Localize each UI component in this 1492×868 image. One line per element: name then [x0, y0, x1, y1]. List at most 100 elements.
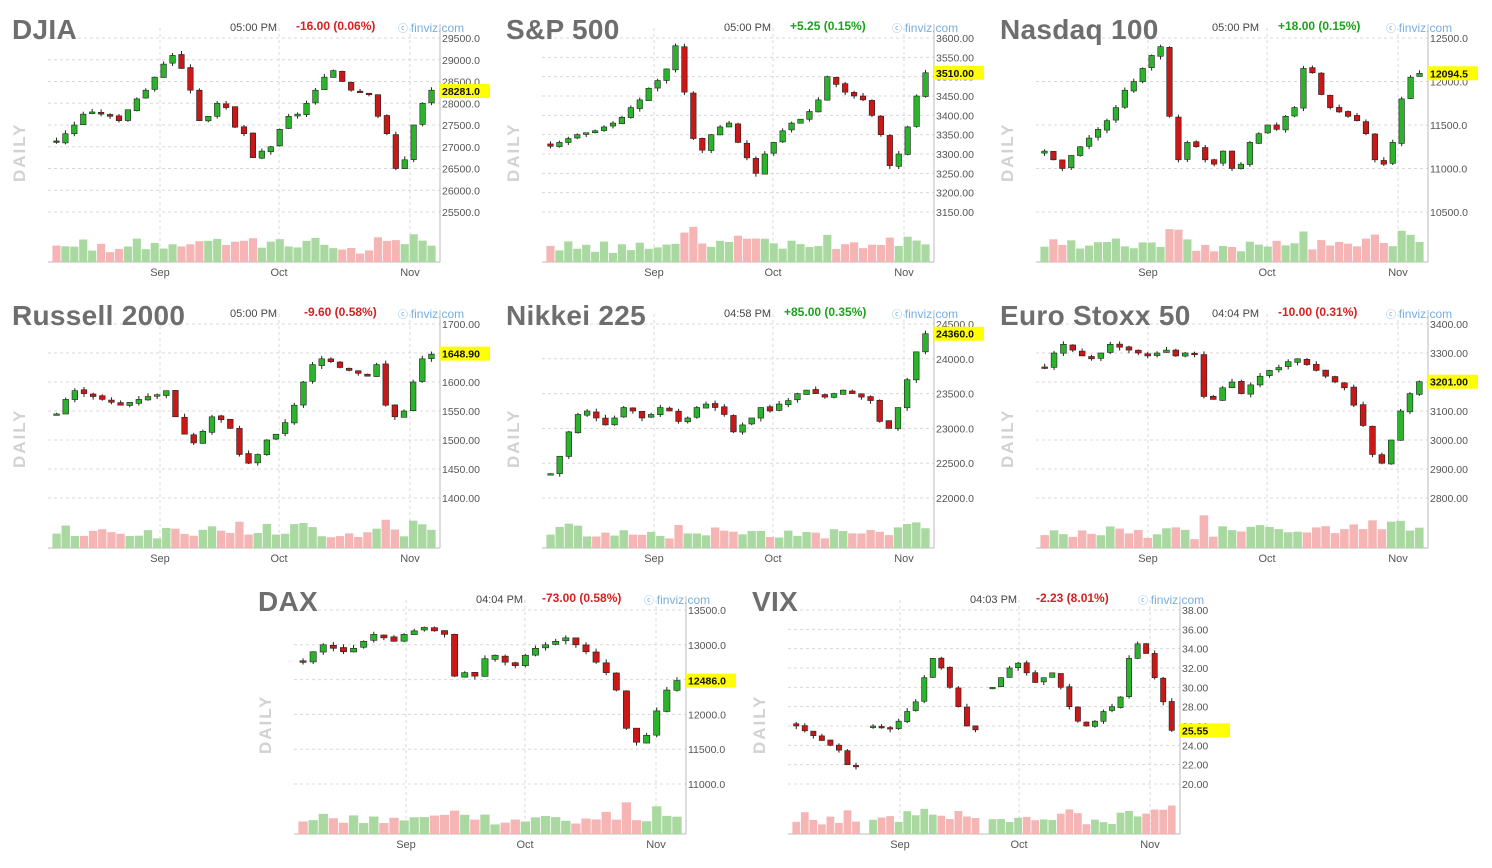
volume-bar — [921, 244, 930, 262]
finviz-watermark[interactable]: ⓒ finviz.com — [644, 592, 710, 607]
volume-bar — [70, 246, 79, 262]
volume-bar — [1236, 251, 1245, 262]
volume-bar — [1415, 527, 1424, 548]
volume-bar — [1165, 229, 1174, 262]
volume-bar — [829, 529, 839, 548]
y-tick-label: 3350.00 — [936, 130, 974, 142]
volume-bar — [1396, 520, 1405, 548]
volume-bar — [1138, 242, 1147, 262]
candle — [761, 151, 768, 175]
volume-bar — [662, 244, 671, 262]
candle — [663, 68, 670, 84]
candle — [1125, 345, 1133, 354]
chart-title[interactable]: Nikkei 225 — [506, 300, 646, 331]
volume-bar — [302, 240, 311, 262]
y-tick-label: 23500.0 — [936, 389, 974, 401]
candle — [89, 108, 96, 115]
candle — [329, 642, 337, 652]
price-change: +18.00 (0.15%) — [1278, 19, 1361, 33]
volume-bar — [235, 521, 244, 548]
volume-bar — [1129, 248, 1138, 262]
chart-title[interactable]: DJIA — [12, 14, 77, 45]
volume-bar — [1302, 532, 1312, 548]
volume-bar — [1190, 539, 1199, 548]
y-tick-label: 28000.0 — [442, 98, 480, 110]
chart-title[interactable]: VIX — [752, 586, 799, 617]
volume-bar — [391, 240, 400, 262]
volume-bar — [409, 817, 419, 834]
volume-bar — [500, 822, 510, 834]
candle — [163, 390, 170, 399]
volume-bar — [132, 238, 141, 262]
chart-panel-nasdaq-100[interactable]: 12500.0 12000.0 11500.0 11000.0 10500.0 Sep Oc… — [998, 12, 1478, 290]
candle — [542, 642, 550, 651]
volume-bar — [439, 814, 450, 834]
volume-bar — [1405, 530, 1415, 548]
chart-panel-dax[interactable]: 13500.013000.012500.012000.011500.011000… — [256, 584, 736, 862]
candle — [611, 415, 618, 426]
candle — [1050, 350, 1058, 370]
volume-bar — [116, 533, 125, 548]
candle — [382, 360, 389, 407]
candle — [392, 131, 399, 171]
volume-bar — [729, 531, 738, 548]
y-tick-label: 22.00 — [1182, 760, 1208, 772]
chart-title[interactable]: DAX — [258, 586, 319, 617]
volume-bar — [903, 236, 912, 262]
timeframe-label: DAILY — [998, 408, 1017, 468]
finviz-watermark[interactable]: ⓒ finviz.com — [398, 306, 464, 321]
chart-title[interactable]: Russell 2000 — [12, 300, 186, 331]
candle — [1074, 706, 1081, 723]
quote-time: 05:00 PM — [724, 22, 772, 34]
chart-panel-vix[interactable]: 38.0036.0034.0032.0030.0028.0026.0024.00… — [750, 584, 1230, 862]
candle — [1220, 150, 1227, 166]
volume-bar — [1005, 822, 1014, 834]
volume-bar — [920, 808, 929, 834]
volume-bar — [1039, 819, 1048, 834]
chart-title[interactable]: Euro Stoxx 50 — [1000, 300, 1191, 331]
candle — [1211, 158, 1218, 167]
chart-panel-nikkei-225[interactable]: 24500.0 24000.0 23500.0 23000.0 22500.0 22000… — [504, 298, 984, 576]
volume-bar — [792, 821, 801, 834]
volume-bar — [1171, 527, 1181, 548]
candle — [232, 106, 239, 129]
candle — [169, 53, 176, 66]
y-tick-label: 32.00 — [1182, 663, 1208, 675]
finviz-watermark[interactable]: ⓒ finviz.com — [1138, 592, 1204, 607]
chart-panel-s-p-500[interactable]: 3600.003550.003500.003450.003400.003350.… — [504, 12, 984, 290]
chart-title[interactable]: Nasdaq 100 — [1000, 14, 1159, 45]
y-tick-label: 3450.00 — [936, 91, 974, 103]
finviz-watermark[interactable]: ⓒ finviz.com — [892, 20, 958, 35]
volume-bar — [1147, 242, 1156, 262]
chart-title[interactable]: S&P 500 — [506, 14, 620, 45]
finviz-watermark[interactable]: ⓒ finviz.com — [1386, 306, 1452, 321]
chart-panel-russell-2000[interactable]: 1700.001650.001600.001550.001500.001450.… — [10, 298, 490, 576]
volume-bar — [1048, 820, 1057, 834]
volume-bar — [1281, 245, 1290, 262]
candle — [844, 749, 851, 765]
volume-bar — [1377, 529, 1387, 548]
volume-bar — [540, 816, 551, 834]
chart-panel-djia[interactable]: 29500.0 29000.0 28500.0 28000.0 27500.0 27000… — [10, 12, 490, 290]
candle — [187, 64, 194, 94]
volume-bar — [1397, 230, 1406, 262]
candle — [1359, 401, 1367, 427]
chart-panel-euro-stoxx-50[interactable]: 3400.003300.003200.003100.003000.002900.… — [998, 298, 1478, 576]
candle — [360, 640, 368, 649]
volume-bar — [1210, 251, 1219, 262]
volume-bar — [98, 529, 107, 548]
candle — [827, 739, 834, 747]
candle — [62, 130, 69, 145]
candle — [62, 397, 69, 415]
y-tick-label: 20.00 — [1182, 779, 1208, 791]
finviz-watermark[interactable]: ⓒ finviz.com — [398, 20, 464, 35]
timeframe-label: DAILY — [504, 122, 523, 182]
volume-bar — [1133, 816, 1142, 834]
y-tick-label: 3100.00 — [1430, 406, 1468, 418]
volume-bar — [1167, 805, 1176, 834]
finviz-watermark[interactable]: ⓒ finviz.com — [1386, 20, 1452, 35]
candle — [851, 90, 858, 99]
volume-bar — [114, 248, 124, 262]
finviz-watermark[interactable]: ⓒ finviz.com — [892, 306, 958, 321]
candle — [133, 97, 140, 112]
